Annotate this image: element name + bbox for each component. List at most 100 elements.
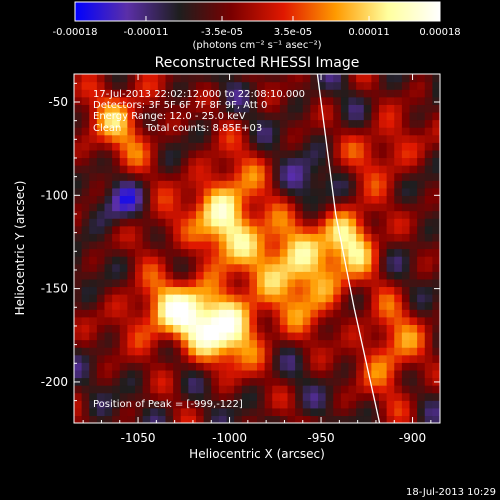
heatmap-cell xyxy=(165,210,174,219)
heatmap-cell xyxy=(432,347,440,356)
heatmap-cell xyxy=(264,89,273,98)
heatmap-cell xyxy=(249,240,258,250)
heatmap-cell xyxy=(257,248,266,257)
heatmap-cell xyxy=(81,104,90,113)
heatmap-cell xyxy=(196,400,205,409)
heatmap-cell xyxy=(226,407,235,417)
heatmap-cell xyxy=(127,157,136,166)
heatmap-cell xyxy=(401,248,411,257)
annotation-block: 17-Jul-2013 22:02:12.000 to 22:08:10.000… xyxy=(93,89,305,134)
heatmap-cell xyxy=(333,316,342,325)
heatmap-cell xyxy=(409,104,418,113)
heatmap-cell xyxy=(272,210,281,219)
heatmap-cell xyxy=(249,324,258,333)
heatmap-cell xyxy=(363,271,372,280)
heatmap-cell xyxy=(241,331,250,341)
heatmap-cell xyxy=(241,187,250,196)
heatmap-cell xyxy=(165,233,174,242)
heatmap-cell xyxy=(318,240,327,250)
heatmap-cell xyxy=(401,119,411,128)
heatmap-cell xyxy=(249,407,258,417)
heatmap-cell xyxy=(112,316,121,325)
heatmap-cell xyxy=(394,225,403,234)
heatmap-cell xyxy=(89,362,98,371)
heatmap-cell xyxy=(249,218,258,227)
heatmap-cell xyxy=(310,210,319,219)
heatmap-cell xyxy=(371,347,380,356)
heatmap-cell xyxy=(417,263,426,272)
heatmap-cell xyxy=(257,165,266,174)
heatmap-cell xyxy=(417,331,426,341)
heatmap-cell xyxy=(234,316,243,325)
heatmap-cell xyxy=(417,195,426,204)
heatmap-cell xyxy=(203,331,212,341)
heatmap-cell xyxy=(310,309,319,318)
heatmap-cell xyxy=(135,240,144,250)
heatmap-cell xyxy=(287,210,296,219)
heatmap-cell xyxy=(249,119,258,128)
heatmap-cell xyxy=(386,256,395,265)
heatmap-cell xyxy=(257,210,266,219)
heatmap-cell xyxy=(295,202,304,212)
heatmap-cell xyxy=(340,180,350,189)
heatmap-cell xyxy=(333,233,342,242)
heatmap-cell xyxy=(272,271,281,280)
heatmap-cell xyxy=(211,294,220,303)
heatmap-cell xyxy=(127,407,136,417)
heatmap-cell xyxy=(356,127,365,136)
heatmap-cell xyxy=(112,127,121,136)
heatmap-cell xyxy=(127,271,136,280)
heatmap-cell xyxy=(135,187,144,196)
heatmap-cell xyxy=(119,74,128,83)
heatmap-cell xyxy=(226,81,235,90)
heatmap-cell xyxy=(272,195,281,204)
heatmap-cell xyxy=(386,347,395,356)
heatmap-cell xyxy=(394,354,403,363)
heatmap-cell xyxy=(356,362,365,371)
heatmap-cell xyxy=(211,331,220,341)
heatmap-cell xyxy=(157,210,167,219)
heatmap-cell xyxy=(287,415,296,423)
heatmap-cell xyxy=(417,354,426,363)
heatmap-cell xyxy=(112,385,121,394)
heatmap-cell xyxy=(432,309,440,318)
heatmap-cell xyxy=(89,248,98,257)
heatmap-cell xyxy=(333,339,342,348)
heatmap-cell xyxy=(302,240,311,250)
heatmap-cell xyxy=(119,157,128,166)
heatmap-cell xyxy=(325,119,334,128)
heatmap-cell xyxy=(165,286,174,295)
heatmap-cell xyxy=(348,225,357,234)
heatmap-cell xyxy=(333,180,342,189)
heatmap-cell xyxy=(226,119,235,128)
heatmap-cell xyxy=(264,149,273,159)
heatmap-cell xyxy=(74,157,83,166)
heatmap-cell xyxy=(287,248,296,257)
heatmap-cell xyxy=(150,400,159,409)
heatmap-cell xyxy=(188,407,197,417)
heatmap-cell xyxy=(218,127,228,136)
heatmap-cell xyxy=(379,286,388,295)
heatmap-cell xyxy=(257,369,266,379)
heatmap-cell xyxy=(241,127,250,136)
heatmap-cell xyxy=(112,142,121,151)
heatmap-cell xyxy=(74,149,83,159)
heatmap-cell xyxy=(287,324,296,333)
heatmap-cell xyxy=(333,256,342,265)
heatmap-cell xyxy=(234,134,243,143)
heatmap-cell xyxy=(432,210,440,219)
heatmap-cell xyxy=(302,172,311,181)
heatmap-cell xyxy=(127,248,136,257)
heatmap-cell xyxy=(401,210,411,219)
heatmap-cell xyxy=(249,89,258,98)
heatmap-cell xyxy=(74,354,83,363)
heatmap-cell xyxy=(333,165,342,174)
heatmap-cell xyxy=(165,165,174,174)
heatmap-cell xyxy=(279,331,289,341)
heatmap-cell xyxy=(356,195,365,204)
heatmap-cell xyxy=(340,96,350,105)
heatmap-cell xyxy=(279,256,289,265)
heatmap-cell xyxy=(150,157,159,166)
heatmap-cell xyxy=(356,271,365,280)
heatmap-cell xyxy=(302,407,311,417)
